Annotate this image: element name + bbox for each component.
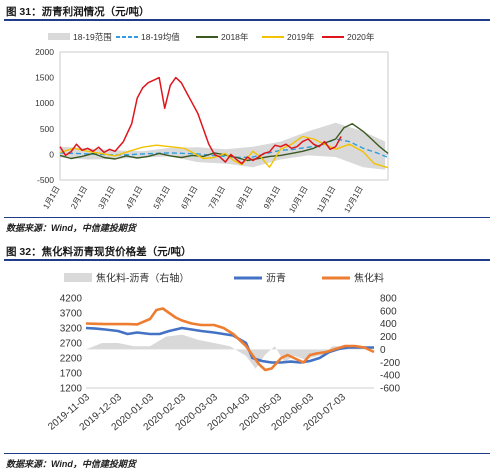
y-left-tick-label-0: 1200 <box>60 384 83 395</box>
legend-label-asphalt: 沥青 <box>266 272 286 285</box>
price-spread-chart: 1200 1700 2200 2700 3200 3700 4200 -600 -400 -200… <box>46 272 400 434</box>
figure1-top-rule <box>4 19 490 21</box>
y-tick-label-3: 1000 <box>35 98 54 108</box>
figure1-bottom-rule <box>4 217 490 218</box>
figure2-top-rule <box>4 259 490 261</box>
legend-swatch-spread <box>64 273 92 282</box>
y-right-tick-label-3: 0 <box>380 345 386 356</box>
y-tick-label-2: 500 <box>40 124 54 134</box>
y-right-tick-label-4: 200 <box>380 332 397 343</box>
x-tick-label-10: 11月1日 <box>315 185 337 214</box>
series-2020-line <box>59 76 342 165</box>
x-tick-label-6: 7月1日 <box>207 185 227 211</box>
series-range-band <box>60 122 386 170</box>
y-tick-label-1: 0 <box>49 149 54 159</box>
x-tick-label-8: 9月1日 <box>262 185 282 211</box>
series-coking-line <box>85 307 375 372</box>
x-tick-label-1: 2月1日 <box>69 185 89 211</box>
y-left-tick-label-4: 3200 <box>60 324 83 335</box>
y-right-tick-label-7: 800 <box>380 294 397 305</box>
x-tick-label-3: 4月1日 <box>124 185 144 211</box>
y-left-tick-label-5: 3700 <box>60 309 83 320</box>
x-tick-label-0: 1月1日 <box>41 185 61 211</box>
y-right-tick-label-5: 400 <box>380 319 397 330</box>
x-tick-label-9: 10月1日 <box>287 185 309 215</box>
figure2-bottom-rule <box>4 453 490 454</box>
x-tick-label-7: 8月1日 <box>234 184 254 210</box>
x-tick-label-2: 3月1日 <box>97 185 117 211</box>
legend-label-mean: 18-19均值 <box>141 32 180 42</box>
y-left-tick-label-3: 2700 <box>60 339 83 350</box>
legend-label-2019: 2019年 <box>287 32 315 42</box>
y-right-tick-label-6: 600 <box>380 306 397 317</box>
figure1-source: 数据来源：Wind，中信建投期货 <box>6 223 136 233</box>
y-left-tick-label-1: 1700 <box>60 369 83 380</box>
figure2-title: 图 32：焦化料沥青现货价格差（元/吨） <box>6 246 192 258</box>
y-left-tick-label-6: 4200 <box>60 294 83 305</box>
y-tick-label-5: 2000 <box>35 47 54 57</box>
x-tick-label-11: 12月1日 <box>342 185 364 215</box>
legend-swatch-range <box>48 33 70 40</box>
x-tick-label-5: 6月1日 <box>179 185 199 211</box>
legend-label-coking: 焦化料 <box>354 272 384 285</box>
legend-label-band: 18-19范围 <box>73 32 112 42</box>
plot-area-frame <box>59 51 389 181</box>
y-right-tick-label-1: -400 <box>380 371 400 382</box>
y-tick-label-4: 1500 <box>35 73 54 83</box>
series-spread-area <box>86 334 374 369</box>
legend-label-2018: 2018年 <box>221 32 249 42</box>
y-left-tick-label-2: 2200 <box>60 354 83 365</box>
y-tick-label-0: -500 <box>37 175 54 185</box>
y-right-tick-label-0: -600 <box>380 384 400 395</box>
figure1-title: 图 31：沥青利润情况（元/吨） <box>6 6 150 18</box>
legend-label-2020: 2020年 <box>347 32 375 42</box>
profit-line-chart: -500 0 500 1000 1500 2000 1月1日 2月1日 3月1日 4月1日 5月1日… <box>35 32 389 215</box>
series-2018-line <box>59 122 389 162</box>
y-right-tick-label-2: -200 <box>380 358 400 369</box>
x-tick-label-4: 5月1日 <box>152 185 172 211</box>
legend-label-spread: 焦化料-沥青（右轴） <box>96 272 189 285</box>
figure2-source: 数据来源：Wind，中信建投期货 <box>6 459 136 469</box>
